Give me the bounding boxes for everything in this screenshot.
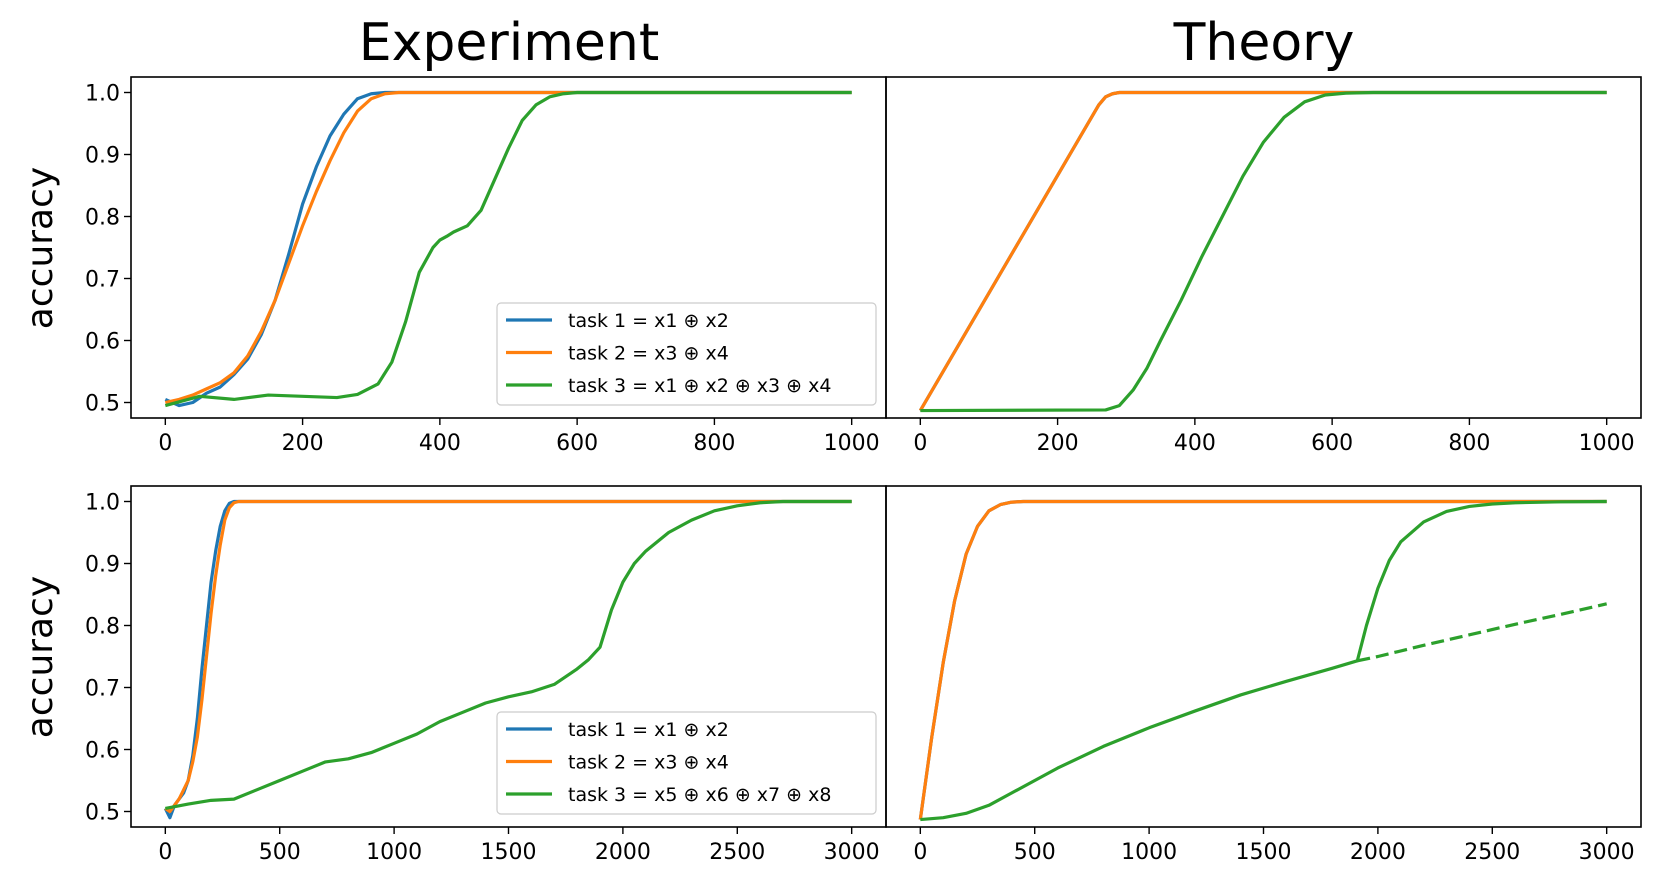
- y-tick-label-bottom-experiment: 1.0: [85, 491, 120, 516]
- y-tick-label-bottom-experiment: 0.6: [85, 739, 120, 764]
- legend-label-top-experiment: task 3 = x1 ⊕ x2 ⊕ x3 ⊕ x4: [568, 375, 831, 397]
- legend-label-bottom-experiment: task 2 = x3 ⊕ x4: [568, 752, 729, 774]
- series-line-bottom-theory-0: [918, 499, 1607, 820]
- x-tick-label-top-theory: 600: [1311, 431, 1353, 456]
- x-tick-label-top-experiment: 200: [282, 431, 324, 456]
- x-tick-label-bottom-theory: 0: [913, 840, 927, 865]
- series-line-bottom-theory-3: [1356, 602, 1608, 663]
- x-tick-label-bottom-theory: 3000: [1579, 840, 1635, 865]
- series-line-top-experiment-1: [164, 90, 852, 405]
- panel-top-experiment: 0 200 400 600 800 1000 0.5 0.6 0.7 0.8 0.9 1.0 task …: [85, 76, 887, 456]
- y-tick-label-top-experiment: 0.9: [85, 144, 120, 169]
- axes-frame-bottom-theory: [885, 485, 1642, 828]
- ylabel-bottom: accuracy: [20, 576, 61, 738]
- series-line-top-experiment-0: [164, 90, 852, 408]
- x-tick-label-top-experiment: 0: [158, 431, 172, 456]
- x-tick-label-top-theory: 800: [1448, 431, 1490, 456]
- y-tick-label-top-experiment: 0.7: [85, 268, 120, 293]
- series-line-top-theory-1: [918, 90, 1607, 412]
- legend-label-bottom-experiment: task 1 = x1 ⊕ x2: [568, 719, 729, 741]
- ylabel-top: accuracy: [20, 167, 61, 329]
- series-line-top-experiment-2: [164, 90, 852, 408]
- y-tick-label-top-experiment: 0.8: [85, 206, 120, 231]
- series-line-top-theory-2: [920, 90, 1607, 413]
- panel-top-theory: 0 200 400 600 800 1000: [885, 76, 1642, 456]
- legend-bottom-experiment: task 1 = x1 ⊕ x2 task 2 = x3 ⊕ x4 task 3 =…: [496, 711, 877, 815]
- x-tick-label-bottom-theory: 500: [1014, 840, 1056, 865]
- series-line-bottom-theory-2: [920, 499, 1607, 822]
- y-tick-label-bottom-experiment: 0.7: [85, 677, 120, 702]
- x-tick-label-top-theory: 200: [1037, 431, 1079, 456]
- panels: 0 200 400 600 800 1000 0.5 0.6 0.7 0.8 0.9 1.0 task …: [85, 76, 1642, 865]
- title-theory: Theory: [1173, 13, 1355, 73]
- x-tick-label-top-theory: 0: [913, 431, 927, 456]
- y-tick-label-bottom-experiment: 0.8: [85, 615, 120, 640]
- x-tick-label-top-experiment: 1000: [824, 431, 880, 456]
- legend-box-bottom-experiment: [496, 711, 877, 815]
- axes-frame-top-theory: [885, 76, 1642, 419]
- legend-top-experiment: task 1 = x1 ⊕ x2 task 2 = x3 ⊕ x4 task 3 =…: [496, 302, 877, 406]
- x-tick-label-bottom-experiment: 500: [259, 840, 301, 865]
- legend-label-bottom-experiment: task 3 = x5 ⊕ x6 ⊕ x7 ⊕ x8: [568, 784, 831, 806]
- y-tick-label-bottom-experiment: 0.5: [85, 801, 120, 826]
- panel-bottom-theory: 0 500 1000 1500 2000 2500 3000: [885, 485, 1642, 865]
- x-tick-label-top-experiment: 400: [419, 431, 461, 456]
- series-line-bottom-experiment-1: [164, 499, 852, 814]
- y-tick-label-top-experiment: 0.6: [85, 330, 120, 355]
- x-tick-label-bottom-theory: 1500: [1236, 840, 1292, 865]
- series-line-bottom-experiment-2: [165, 499, 852, 810]
- x-tick-label-bottom-theory: 2500: [1464, 840, 1520, 865]
- x-tick-label-bottom-experiment: 2500: [709, 840, 765, 865]
- legend-label-top-experiment: task 2 = x3 ⊕ x4: [568, 343, 729, 365]
- x-tick-label-bottom-experiment: 0: [158, 840, 172, 865]
- y-tick-label-top-experiment: 1.0: [85, 82, 120, 107]
- y-tick-label-top-experiment: 0.5: [85, 392, 120, 417]
- legend-box-top-experiment: [496, 302, 877, 406]
- x-tick-label-bottom-experiment: 1000: [366, 840, 422, 865]
- x-tick-label-bottom-theory: 1000: [1121, 840, 1177, 865]
- x-tick-label-bottom-experiment: 2000: [595, 840, 651, 865]
- title-experiment: Experiment: [359, 13, 659, 73]
- x-tick-label-top-theory: 400: [1174, 431, 1216, 456]
- x-tick-label-bottom-experiment: 3000: [824, 840, 880, 865]
- x-tick-label-bottom-experiment: 1500: [481, 840, 537, 865]
- panel-bottom-experiment: 0 500 1000 1500 2000 2500 3000 0.5 0.6 0.7 0.8 0.9 1…: [85, 485, 887, 865]
- y-tick-label-bottom-experiment: 0.9: [85, 553, 120, 578]
- x-tick-label-top-experiment: 600: [556, 431, 598, 456]
- x-tick-label-bottom-theory: 2000: [1350, 840, 1406, 865]
- x-tick-label-top-experiment: 800: [693, 431, 735, 456]
- x-tick-label-top-theory: 1000: [1579, 431, 1635, 456]
- series-line-bottom-theory-1: [918, 499, 1607, 820]
- legend-label-top-experiment: task 1 = x1 ⊕ x2: [568, 310, 729, 332]
